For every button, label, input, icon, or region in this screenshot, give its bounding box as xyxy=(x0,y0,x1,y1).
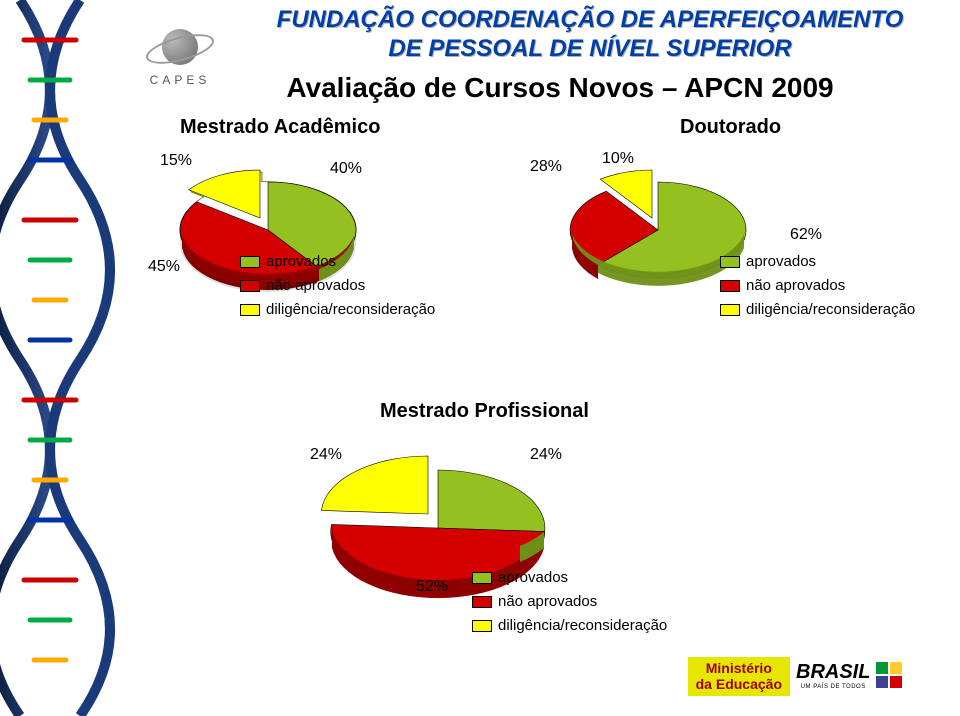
chart2-legend: aprovados não aprovados diligência/recon… xyxy=(720,250,915,322)
brasil-text: BRASIL xyxy=(796,661,870,684)
brasil-logo: BRASIL UM PAÍS DE TODOS xyxy=(796,652,936,698)
badge-line2: da Educação xyxy=(696,676,782,692)
legend-item: diligência/reconsideração xyxy=(472,614,667,638)
chart1-label-green: 40% xyxy=(330,160,362,178)
chart1-label-red: 45% xyxy=(148,258,180,276)
legend-item: aprovados xyxy=(720,250,915,274)
brasil-tag: UM PAÍS DE TODOS xyxy=(801,684,866,690)
header: CAPES FUNDAÇÃO COORDENAÇÃO DE APERFEIÇOA… xyxy=(0,0,960,120)
ministry-badge: Ministério da Educação xyxy=(688,657,790,696)
page-subtitle: Avaliação de Cursos Novos – APCN 2009 xyxy=(180,72,940,104)
org-title: FUNDAÇÃO COORDENAÇÃO DE APERFEIÇOAMENTO … xyxy=(240,6,940,64)
chart2-title: Doutorado xyxy=(680,116,781,139)
globe-icon xyxy=(162,29,198,65)
chart3-label-green: 24% xyxy=(530,446,562,464)
chart3-label-red: 52% xyxy=(416,578,448,596)
chart2-label-red: 28% xyxy=(530,158,562,176)
chart2-label-green: 62% xyxy=(790,226,822,244)
legend-item: diligência/reconsideração xyxy=(720,298,915,322)
flag-icon xyxy=(876,662,902,688)
chart3-legend: aprovados não aprovados diligência/recon… xyxy=(472,566,667,638)
badge-line1: Ministério xyxy=(706,660,772,676)
legend-item: não aprovados xyxy=(720,274,915,298)
chart3-title: Mestrado Profissional xyxy=(380,400,589,423)
legend-item: não aprovados xyxy=(472,590,667,614)
legend-item: diligência/reconsideração xyxy=(240,298,435,322)
legend-item: aprovados xyxy=(472,566,667,590)
chart1-title: Mestrado Acadêmico xyxy=(180,116,380,139)
legend-item: aprovados xyxy=(240,250,435,274)
chart2-label-yellow: 10% xyxy=(602,150,634,168)
chart1-label-yellow: 15% xyxy=(160,152,192,170)
org-line1: FUNDAÇÃO COORDENAÇÃO DE APERFEIÇOAMENTO xyxy=(277,6,904,33)
legend-item: não aprovados xyxy=(240,274,435,298)
org-line2: DE PESSOAL DE NÍVEL SUPERIOR xyxy=(388,35,791,62)
chart3-label-yellow: 24% xyxy=(310,446,342,464)
chart1-legend: aprovados não aprovados diligência/recon… xyxy=(240,250,435,322)
